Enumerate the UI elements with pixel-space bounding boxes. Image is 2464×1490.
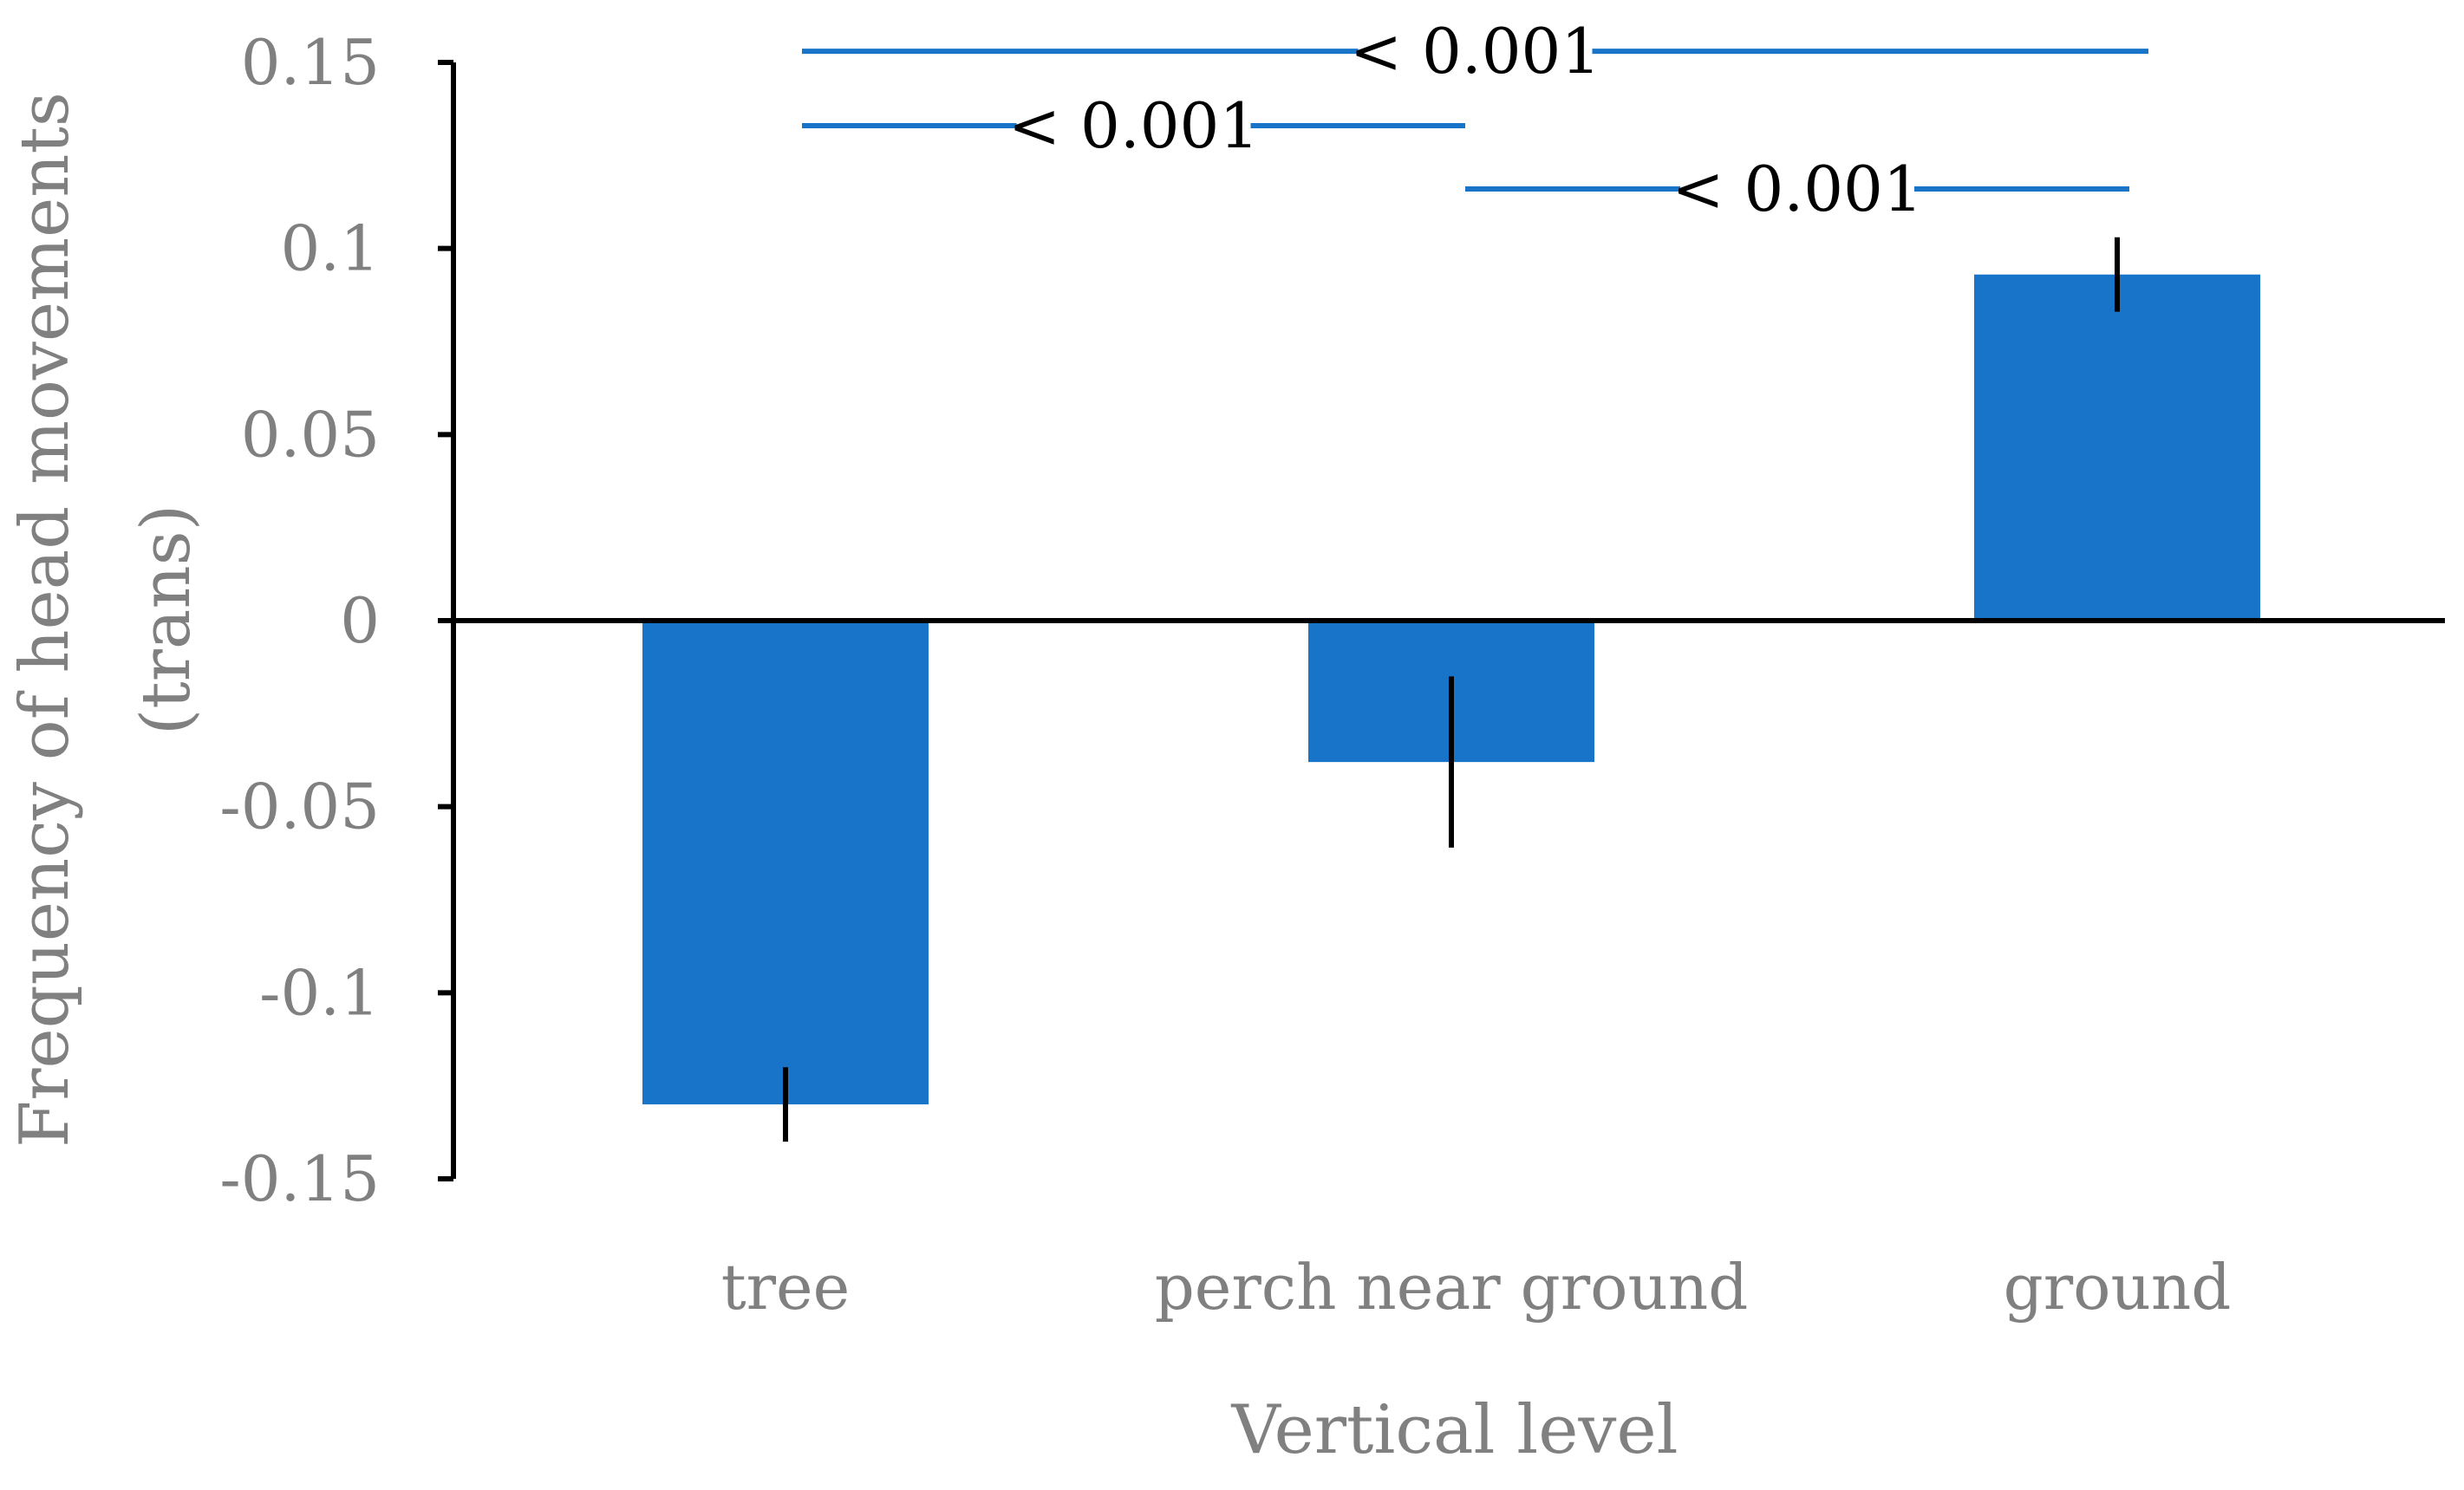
x-tick-labels: tree perch near ground ground: [721, 1251, 2232, 1324]
bar-tree: [642, 621, 929, 1105]
significance-annotations: < 0.001 < 0.001 < 0.001: [802, 15, 2148, 225]
bar-ground: [1974, 274, 2260, 621]
bars-group: [642, 274, 2260, 1105]
significance-label: < 0.001: [1350, 15, 1600, 88]
axes-group: [438, 60, 2445, 1181]
significance-label: < 0.001: [1672, 153, 1922, 225]
y-tick-label: -0.1: [259, 956, 380, 1029]
y-tick-label: 0.15: [241, 26, 380, 99]
x-tick-label: ground: [2004, 1251, 2232, 1324]
y-tick-labels: 0.15 0.1 0.05 0 -0.05 -0.1 -0.15: [219, 26, 380, 1215]
x-axis-title: Vertical level: [1230, 1391, 1678, 1469]
y-tick-label: 0.05: [241, 398, 380, 471]
x-tick-label: tree: [721, 1251, 851, 1324]
y-axis-title-line-2: (trans): [127, 504, 205, 735]
y-tick-label: 0.1: [280, 212, 380, 285]
error-bars-group: [783, 237, 2120, 1142]
y-axis-title-line-1: Frequency of head movements: [6, 92, 84, 1148]
y-tick-label: -0.05: [219, 771, 380, 843]
x-tick-label: perch near ground: [1155, 1251, 1749, 1324]
y-axis-title: Frequency of head movements (trans): [6, 92, 205, 1148]
significance-label: < 0.001: [1008, 89, 1259, 162]
y-tick-label: 0: [340, 584, 380, 657]
y-tick-label: -0.15: [219, 1142, 380, 1215]
